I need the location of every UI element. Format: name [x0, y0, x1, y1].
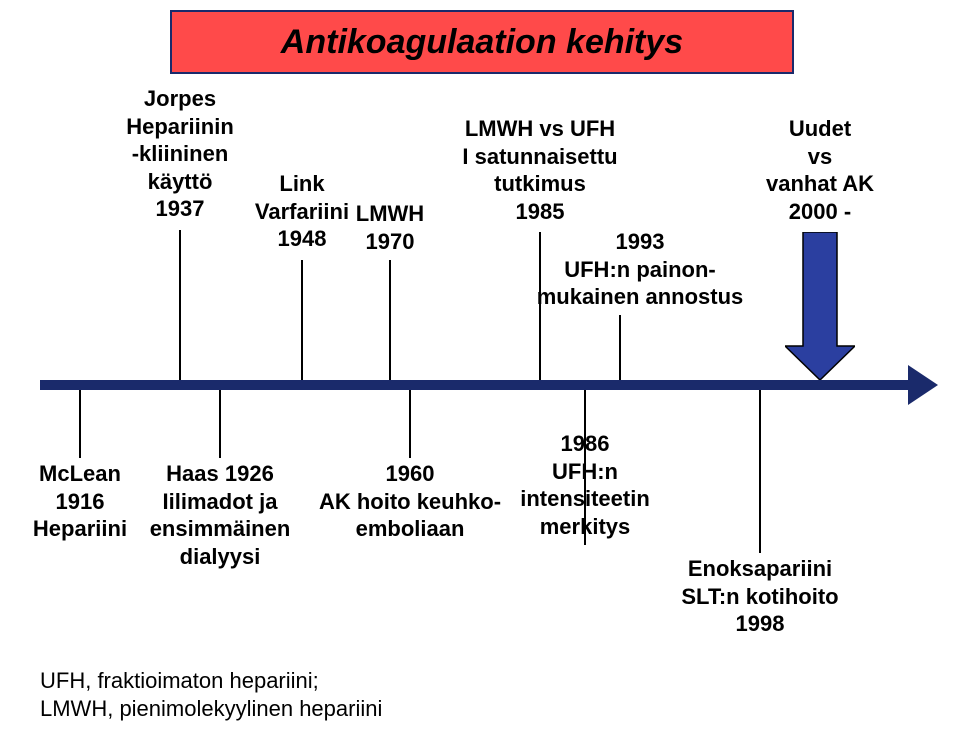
- slide-root: Antikoagulaation kehitys Jorpes Hepariin…: [0, 0, 960, 734]
- title-box: Antikoagulaation kehitys: [170, 10, 794, 74]
- event-label-uudet: Uudet vs vanhat AK 2000 -: [720, 115, 920, 225]
- connector-enoksa: [759, 390, 761, 553]
- connector-haas: [219, 390, 221, 458]
- timeline-arrowhead: [908, 365, 938, 405]
- event-label-enoksa: Enoksapariini SLT:n kotihoito 1998: [660, 555, 860, 638]
- footnote-2: LMWH, pienimolekyylinen hepariini: [40, 696, 382, 722]
- event-label-haas: Haas 1926 Iilimadot ja ensimmäinen dialy…: [120, 460, 320, 570]
- footnote-1: UFH, fraktioimaton hepariini;: [40, 668, 319, 694]
- connector-mclean: [79, 390, 81, 458]
- connector-link: [301, 260, 303, 380]
- connector-lmwh70: [389, 260, 391, 380]
- event-label-lmwhufh: LMWH vs UFH I satunnaisettu tutkimus 198…: [440, 115, 640, 225]
- connector-ak1960: [409, 390, 411, 458]
- connector-jorpes: [179, 230, 181, 380]
- event-label-ak1960: 1960 AK hoito keuhko- emboliaan: [310, 460, 510, 543]
- event-label-ufh1993: 1993 UFH:n painon- mukainen annostus: [510, 228, 770, 311]
- event-label-ufh1986: 1986 UFH:n intensiteetin merkitys: [485, 430, 685, 540]
- connector-ufh1993: [619, 315, 621, 380]
- title-text: Antikoagulaation kehitys: [281, 23, 683, 62]
- big-arrow-uudet: [785, 232, 855, 380]
- timeline-axis: [40, 380, 910, 390]
